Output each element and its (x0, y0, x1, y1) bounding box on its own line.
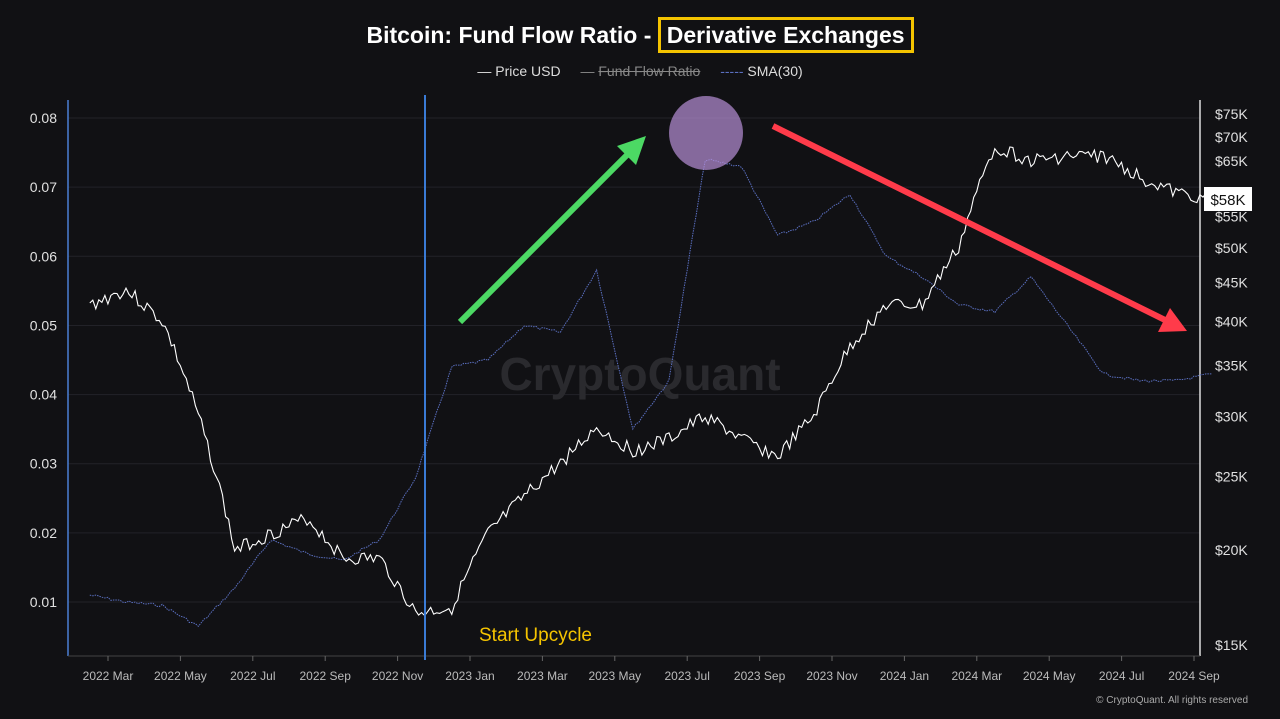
x-tick-label: 2022 Sep (300, 669, 352, 683)
legend-swatch: ----- (720, 63, 748, 79)
x-tick-label: 2022 Jul (230, 669, 275, 683)
down-arrow-shaft (771, 123, 1167, 323)
x-tick-label: 2022 Mar (83, 669, 134, 683)
x-tick-label: 2023 May (588, 669, 641, 683)
y-right-tick-label: $30K (1215, 408, 1248, 424)
watermark: CryptoQuant (499, 348, 780, 400)
x-tick-label: 2022 Nov (372, 669, 423, 683)
x-tick-label: 2024 Jul (1099, 669, 1144, 683)
chart-title: Bitcoin: Fund Flow Ratio - Derivative Ex… (0, 17, 1280, 53)
y-left-tick-label: 0.01 (30, 594, 57, 610)
y-left-tick-label: 0.03 (30, 456, 57, 472)
y-right-tick-label: $50K (1215, 240, 1248, 256)
y-right-tick-label: $25K (1215, 469, 1248, 485)
y-right-tick-label: $45K (1215, 275, 1248, 291)
y-right-tick-label: $35K (1215, 358, 1248, 374)
current-price-badge (1204, 187, 1252, 211)
legend-swatch: — (580, 63, 599, 79)
legend-item-fund-flow-ratio[interactable]: — Fund Flow Ratio (580, 63, 700, 79)
x-tick-label: 2024 Jan (880, 669, 929, 683)
up-arrow-shaft (457, 149, 633, 325)
y-left-tick-label: 0.02 (30, 525, 57, 541)
y-left-tick-label: 0.07 (30, 179, 57, 195)
x-tick-label: 2023 Nov (806, 669, 857, 683)
up-arrow-head (617, 136, 646, 165)
x-tick-label: 2023 Mar (517, 669, 568, 683)
y-right-tick-label: $55K (1215, 208, 1248, 224)
title-text: Bitcoin: Fund Flow Ratio - (366, 22, 652, 48)
peak-circle (669, 96, 743, 170)
y-left-tick-label: 0.06 (30, 248, 57, 264)
title-highlight: Derivative Exchanges (657, 17, 914, 53)
x-tick-label: 2023 Sep (734, 669, 786, 683)
footer: © CryptoQuant. All rights reserved (1096, 695, 1248, 706)
x-tick-label: 2022 May (154, 669, 207, 683)
y-left-tick-label: 0.04 (30, 387, 57, 403)
x-tick-label: 2024 Mar (951, 669, 1002, 683)
x-tick-label: 2023 Jul (665, 669, 710, 683)
x-tick-label: 2024 Sep (1168, 669, 1220, 683)
legend-label-price: Price USD (495, 63, 561, 79)
y-right-tick-label: $20K (1215, 542, 1248, 558)
legend-item-price[interactable]: — Price USD (477, 63, 561, 79)
legend: — Price USD — Fund Flow Ratio ----- SMA(… (0, 63, 1280, 79)
current-price-label: $58K (1210, 192, 1245, 209)
series-sma30-line (89, 158, 1213, 628)
x-tick-label: 2023 Jan (445, 669, 494, 683)
legend-label-sma: SMA(30) (747, 63, 803, 79)
y-right-tick-label: $40K (1215, 313, 1248, 329)
y-left-tick-label: 0.08 (30, 110, 57, 126)
y-right-tick-label: $75K (1215, 106, 1248, 122)
y-right-tick-label: $65K (1215, 153, 1248, 169)
y-right-tick-label: $15K (1215, 637, 1248, 653)
down-arrow-head (1158, 308, 1187, 332)
x-tick-label: 2024 May (1023, 669, 1076, 683)
legend-label-fund-flow-ratio: Fund Flow Ratio (598, 63, 701, 79)
series-price-line (89, 146, 1213, 617)
y-left-tick-label: 0.05 (30, 317, 57, 333)
y-right-tick-label: $70K (1215, 129, 1248, 145)
start-upcycle-label: Start Upcycle (479, 625, 592, 646)
legend-item-sma[interactable]: ----- SMA(30) (720, 63, 802, 79)
